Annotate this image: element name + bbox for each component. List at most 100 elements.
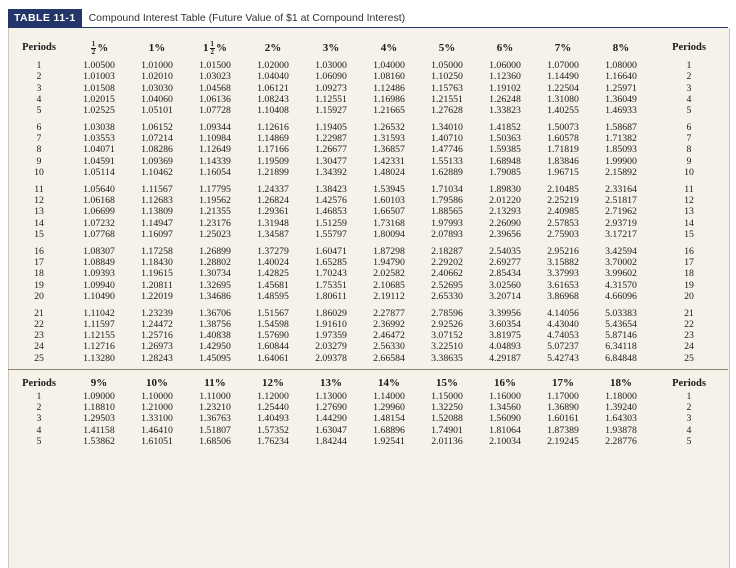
value-cell: 1.18810 <box>83 402 115 414</box>
value-cell: 1.32250 <box>431 402 463 414</box>
period-cell: 12 <box>684 195 694 207</box>
value-cell: 1.54598 <box>257 318 289 330</box>
value-cell: 1.27690 <box>315 402 347 414</box>
value-cell: 1.51567 <box>257 307 289 319</box>
period-cell: 3 <box>36 82 42 94</box>
value-cell: 1.31080 <box>547 93 579 105</box>
value-cell: 1.73168 <box>373 217 405 229</box>
period-cell: 4 <box>36 424 42 436</box>
value-cell: 1.09000 <box>83 390 115 402</box>
value-cell: 2.01136 <box>431 435 463 447</box>
value-cell: 1.04000 <box>373 60 405 71</box>
period-cell: 25 <box>34 352 44 364</box>
value-cell: 1.02525 <box>83 105 115 117</box>
value-cell: 1.19615 <box>141 268 173 280</box>
value-cell: 2.18287 <box>431 245 463 257</box>
value-cell: 1.09940 <box>83 279 115 291</box>
value-cell: 4.66096 <box>605 290 637 302</box>
value-cell: 1.74901 <box>431 424 463 436</box>
period-cell: 4 <box>686 93 692 105</box>
value-cell: 1.41852 <box>489 121 521 133</box>
value-cell: 3.17217 <box>605 228 637 240</box>
value-cell: 1.15927 <box>315 105 347 117</box>
value-cell: 1.24337 <box>257 183 289 195</box>
value-cell: 4.31570 <box>605 279 637 291</box>
value-cell: 3.22510 <box>431 341 463 353</box>
table-row: 5 1.02525 1.05101 1.07728 1.10408 1.15927 1.21… <box>8 105 728 116</box>
value-cell: 2.46472 <box>373 330 405 342</box>
value-cell: 1.50363 <box>489 133 521 145</box>
value-cell: 1.08160 <box>373 71 405 83</box>
value-cell: 2.39656 <box>489 228 521 240</box>
value-cell: 1.32695 <box>199 279 231 291</box>
table-row: 14 1.07232 1.14947 1.23176 1.31948 1.51259 1.7… <box>8 218 728 229</box>
value-cell: 1.19509 <box>257 155 289 167</box>
value-cell: 1.40255 <box>547 105 579 117</box>
table-row: 16 1.08307 1.17258 1.26899 1.37279 1.60471 1.8… <box>8 246 728 257</box>
value-cell: 1.63047 <box>315 424 347 436</box>
value-cell: 2.40662 <box>431 268 463 280</box>
value-cell: 1.47746 <box>431 144 463 156</box>
table-row: 5 1.53862 1.61051 1.68506 1.76234 1.84244 1.92… <box>8 436 728 447</box>
value-cell: 1.64303 <box>605 413 637 425</box>
period-cell: 5 <box>36 435 42 447</box>
value-cell: 2.29202 <box>431 256 463 268</box>
value-cell: 1.15000 <box>431 390 463 402</box>
rate-whole: 5% <box>438 42 456 54</box>
value-cell: 1.42331 <box>373 155 405 167</box>
table-sheet <box>8 28 730 568</box>
table-row: 23 1.12155 1.25716 1.40838 1.57690 1.97359 2.4… <box>8 330 728 341</box>
value-cell: 2.26090 <box>489 217 521 229</box>
period-cell: 2 <box>36 402 42 414</box>
value-cell: 1.61051 <box>141 435 173 447</box>
value-cell: 1.46853 <box>315 206 347 218</box>
value-cell: 1.03023 <box>199 71 231 83</box>
rate-whole: 4% <box>380 42 398 54</box>
table-row: 9 1.04591 1.09369 1.14339 1.19509 1.30477 1.42… <box>8 156 728 167</box>
value-cell: 1.53862 <box>83 435 115 447</box>
table-row: 7 1.03553 1.07214 1.10984 1.14869 1.22987 1.31… <box>8 133 728 144</box>
period-cell: 6 <box>686 121 692 133</box>
table-row: 1 1.09000 1.10000 1.11000 1.12000 1.13000 1.14… <box>8 391 728 402</box>
table-row: 11 1.05640 1.11567 1.17795 1.24337 1.38423 1.5… <box>8 184 728 195</box>
period-cell: 14 <box>684 217 694 229</box>
value-cell: 1.29503 <box>83 413 115 425</box>
period-cell: 20 <box>34 290 44 302</box>
value-cell: 1.19562 <box>199 195 231 207</box>
value-cell: 1.16986 <box>373 93 405 105</box>
period-cell: 2 <box>686 71 692 83</box>
period-cell: 2 <box>36 71 42 83</box>
value-cell: 3.81975 <box>489 330 521 342</box>
period-cell: 1 <box>36 390 42 402</box>
value-cell: 2.07893 <box>431 228 463 240</box>
value-cell: 1.15763 <box>431 82 463 94</box>
period-cell: 9 <box>686 155 692 167</box>
period-cell: 5 <box>36 105 42 117</box>
fraction-numerator: 1 <box>209 39 215 49</box>
value-cell: 1.21899 <box>257 167 289 179</box>
value-cell: 2.09378 <box>315 352 347 364</box>
value-cell: 1.40493 <box>257 413 289 425</box>
value-cell: 5.43654 <box>605 318 637 330</box>
value-cell: 1.19405 <box>315 121 347 133</box>
period-cell: 24 <box>34 341 44 353</box>
value-cell: 1.07232 <box>83 217 115 229</box>
period-cell: 13 <box>684 206 694 218</box>
value-cell: 2.69277 <box>489 256 521 268</box>
value-cell: 1.34560 <box>489 402 521 414</box>
value-cell: 3.38635 <box>431 352 463 364</box>
value-cell: 1.18000 <box>605 390 637 402</box>
value-cell: 1.21665 <box>373 105 405 117</box>
value-cell: 1.05101 <box>141 105 173 117</box>
value-cell: 2.51817 <box>605 195 637 207</box>
value-cell: 2.28776 <box>605 435 637 447</box>
table-row: 18 1.09393 1.19615 1.30734 1.42825 1.70243 2.0… <box>8 268 728 279</box>
value-cell: 1.62889 <box>431 167 463 179</box>
value-cell: 1.04071 <box>83 144 115 156</box>
period-cell: 9 <box>36 155 42 167</box>
table-row: 15 1.07768 1.16097 1.25023 1.34587 1.55797 1.8… <box>8 229 728 240</box>
periods-header: Periods <box>22 42 56 53</box>
periods-header: Periods <box>672 377 706 389</box>
value-cell: 1.02010 <box>141 71 173 83</box>
value-cell: 1.46410 <box>141 424 173 436</box>
